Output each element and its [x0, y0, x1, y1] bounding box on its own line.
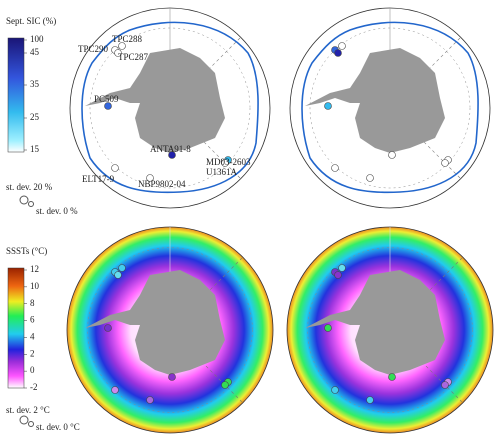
colorbar-tick-label: 10 [30, 281, 40, 291]
site-marker [111, 386, 119, 394]
site-marker [388, 151, 396, 159]
colorbar-tick-label: 15 [30, 144, 40, 154]
site-label: NBP9802-04 [138, 179, 186, 189]
site-marker [324, 102, 332, 110]
site-marker [366, 174, 374, 182]
legend-label: st. dev. 20 % [6, 182, 53, 192]
parallel [89, 27, 251, 189]
legend-symbol [28, 201, 34, 207]
site-marker [334, 271, 342, 279]
site-marker [338, 42, 346, 50]
legend-symbol [19, 415, 29, 425]
colorbar-tick-label: 4 [30, 331, 35, 341]
legend-label: st. dev. 2 °C [6, 405, 50, 415]
site-marker [104, 324, 112, 332]
site-marker [146, 174, 154, 182]
meridian [389, 107, 461, 179]
site-label: PC509 [94, 94, 119, 104]
sic-colorbar-title: Sept. SIC (%) [6, 16, 56, 26]
colorbar-tick-label: 0 [30, 365, 35, 375]
site-marker [114, 49, 122, 57]
site-marker [441, 381, 449, 389]
site-marker [221, 381, 229, 389]
polar-map [286, 226, 494, 434]
legend-label: st. dev. 0 °C [36, 422, 80, 432]
site-label: TPC287 [118, 52, 149, 62]
legend-label: st. dev. 0 % [36, 206, 78, 216]
colorbar-tick-label: 2 [30, 348, 35, 358]
site-marker [168, 151, 176, 159]
site-marker [388, 373, 396, 381]
colorbar-tick-label: -2 [30, 382, 38, 392]
site-marker [331, 164, 339, 172]
site-marker [334, 49, 342, 57]
colorbar-tick-label: 45 [30, 47, 40, 57]
parallel [87, 247, 253, 413]
polar-map [289, 7, 491, 209]
site-label: ANTA91-8 [150, 144, 191, 154]
site-marker [338, 264, 346, 272]
maps [66, 7, 494, 434]
colorbar-tick-label: 8 [30, 298, 35, 308]
site-marker [221, 159, 229, 167]
site-label: MD03-2603 [206, 157, 251, 167]
site-marker [118, 264, 126, 272]
colorbar-tick-label: 6 [30, 315, 35, 325]
site-marker [118, 42, 126, 50]
parallel [307, 247, 473, 413]
colorbar-tick-label: 100 [30, 34, 44, 44]
sic-colorbar [7, 37, 25, 153]
site-marker [168, 373, 176, 381]
site-marker [111, 164, 119, 172]
colorbar-tick-label: 35 [30, 79, 40, 89]
legend-symbol [19, 195, 29, 205]
legend-symbol [28, 421, 34, 427]
site-marker [324, 324, 332, 332]
meridian [169, 107, 241, 179]
site-label: TPC290 [78, 44, 109, 54]
sst-colorbar-title: SSSTs (°C) [6, 246, 47, 256]
sst-colorbar [7, 267, 25, 389]
site-marker [331, 386, 339, 394]
site-label: TPC288 [112, 34, 143, 44]
colorbar-tick-label: 25 [30, 112, 40, 122]
site-marker [146, 396, 154, 404]
site-marker [441, 159, 449, 167]
colorbar-tick-label: 12 [30, 264, 39, 274]
parallel [309, 27, 471, 189]
polar-map [66, 226, 274, 434]
polar-map [69, 7, 271, 209]
site-label: ELT17-9 [82, 174, 115, 184]
site-marker [366, 396, 374, 404]
site-marker [104, 102, 112, 110]
site-marker [114, 271, 122, 279]
site-label: U1361A [206, 167, 237, 177]
